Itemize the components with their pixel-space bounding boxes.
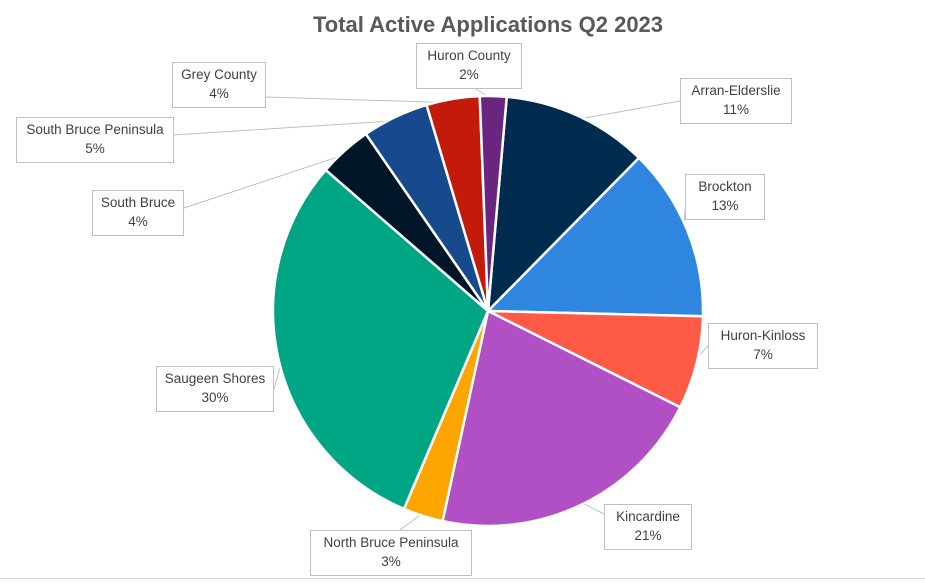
slice-name-label: Grey County [181,67,257,82]
pie-slices [271,94,705,528]
data-label-arran-elderslie: Arran-Elderslie 11% [680,78,792,124]
data-label-saugeen-shores: Saugeen Shores 30% [156,366,274,412]
leader-line-south-bruce [183,153,348,209]
slice-name-label: Kincardine [616,509,680,524]
slice-percent-label: 5% [85,141,105,156]
slice-percent-label: 30% [201,390,229,405]
slice-name-label: South Bruce Peninsula [26,122,164,137]
slice-name-label: Arran-Elderslie [691,83,781,98]
slice-name-label: Huron-Kinloss [720,328,806,343]
pie-slice-brockton [485,156,705,318]
slice-percent-label: 4% [209,86,229,101]
slice-percent-label: 2% [459,67,479,82]
bottom-divider [0,578,925,579]
slice-percent-label: 3% [381,554,401,569]
leader-line-arran-elderslie [576,100,681,120]
pie-slice-saugeen-shores [271,168,490,511]
slice-percent-label: 7% [753,347,773,362]
data-label-south-bruce: South Bruce 4% [92,190,184,236]
slice-name-label: Brockton [698,179,752,194]
data-label-brockton: Brockton 13% [685,174,765,220]
slice-name-label: Huron County [427,48,511,63]
data-label-south-bruce-peninsula: South Bruce Peninsula 5% [16,117,174,163]
slice-percent-label: 11% [722,102,750,117]
data-label-grey-county: Grey County 4% [172,62,266,108]
pie-slice-arran-elderslie [486,95,641,315]
slice-percent-label: 4% [128,214,148,229]
slice-percent-label: 21% [634,528,662,543]
pie-slice-huron-county [478,94,509,312]
leader-line-south-bruce-peninsula [173,120,397,136]
data-label-kincardine: Kincardine 21% [604,504,692,550]
slice-name-label: South Bruce [100,195,176,210]
data-label-huron-county: Huron County 2% [416,43,522,89]
slice-percent-label: 13% [711,198,739,213]
data-label-huron-kinloss: Huron-Kinloss 7% [708,323,818,369]
data-label-north-bruce-peninsula: North Bruce Peninsula 3% [310,530,472,576]
chart-title: Total Active Applications Q2 2023 [312,12,664,37]
slice-name-label: Saugeen Shores [164,371,266,386]
slice-name-label: North Bruce Peninsula [323,535,459,550]
leader-line-grey-county [265,96,454,104]
pie-slice-kincardine [441,309,682,528]
